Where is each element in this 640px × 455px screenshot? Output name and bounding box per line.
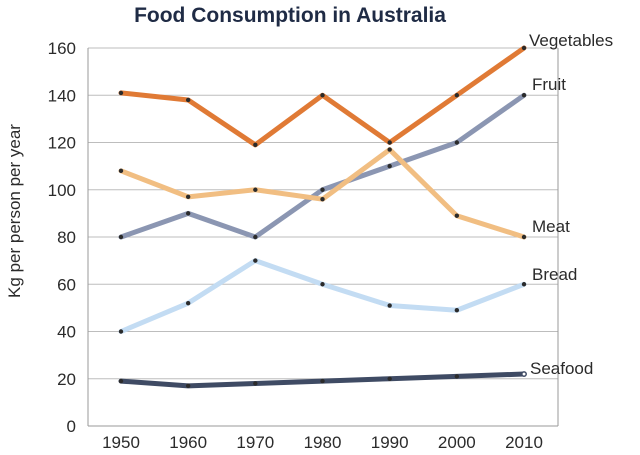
data-point-meat xyxy=(454,213,460,218)
data-point-meat xyxy=(253,187,258,192)
y-axis-label: Kg per person per year xyxy=(5,124,24,298)
data-point-seafood xyxy=(454,374,460,379)
data-point-bread xyxy=(521,282,527,287)
data-point-meat xyxy=(320,197,325,202)
data-point-fruit xyxy=(253,234,258,240)
series-labels: Vegetables Fruit Meat Bread Seafood xyxy=(529,31,613,378)
data-point-seafood xyxy=(387,376,392,381)
x-axis-ticks: 1950 1960 1970 1980 1990 2000 2010 xyxy=(102,433,543,452)
y-tick-label: 140 xyxy=(48,86,76,105)
data-point-meat xyxy=(185,194,191,200)
x-tick-label: 1990 xyxy=(371,433,409,452)
data-point-bread xyxy=(387,303,392,308)
data-point-fruit xyxy=(387,163,392,169)
y-tick-label: 100 xyxy=(48,181,76,200)
data-point-bread xyxy=(454,308,460,313)
data-point-fruit xyxy=(320,187,325,192)
y-tick-label: 0 xyxy=(67,417,76,436)
x-tick-label: 1980 xyxy=(304,433,342,452)
data-point-vegetables xyxy=(320,93,325,98)
data-point-fruit xyxy=(521,93,527,98)
y-tick-label: 80 xyxy=(57,228,76,247)
data-point-vegetables xyxy=(454,93,460,98)
x-tick-label: 2010 xyxy=(505,433,543,452)
y-tick-label: 20 xyxy=(57,370,76,389)
data-point-seafood xyxy=(320,378,325,384)
data-point-seafood xyxy=(253,381,258,386)
y-tick-label: 120 xyxy=(48,134,76,153)
y-axis-ticks: 0 20 40 60 80 100 120 140 160 xyxy=(48,39,76,436)
data-point-seafood xyxy=(185,383,191,389)
data-point-vegetables xyxy=(118,90,124,96)
series-label-fruit: Fruit xyxy=(532,75,566,94)
y-tick-label: 160 xyxy=(48,39,76,58)
x-tick-label: 1960 xyxy=(169,433,207,452)
data-point-meat xyxy=(521,234,527,240)
data-point-vegetables xyxy=(387,140,392,145)
data-point-meat xyxy=(387,147,392,152)
series-lines xyxy=(118,45,527,389)
data-point-fruit xyxy=(185,211,191,216)
data-point-bread xyxy=(320,282,325,287)
data-point-vegetables xyxy=(185,97,191,103)
data-point-vegetables xyxy=(521,45,527,51)
series-line-meat xyxy=(118,147,527,240)
series-label-meat: Meat xyxy=(532,217,570,236)
series-label-bread: Bread xyxy=(532,265,577,284)
data-point-bread xyxy=(253,258,258,263)
data-point-seafood xyxy=(521,371,527,377)
data-point-seafood xyxy=(118,378,124,384)
gridlines xyxy=(87,47,559,427)
x-tick-label: 1950 xyxy=(102,433,140,452)
series-label-vegetables: Vegetables xyxy=(529,31,613,50)
data-point-bread xyxy=(118,329,124,334)
data-point-meat xyxy=(118,168,124,174)
chart-title: Food Consumption in Australia xyxy=(134,4,446,27)
data-point-bread xyxy=(185,300,191,306)
series-line-bread xyxy=(118,258,527,334)
data-point-vegetables xyxy=(253,142,258,148)
x-tick-label: 1970 xyxy=(236,433,274,452)
x-tick-label: 2000 xyxy=(438,433,476,452)
data-point-fruit xyxy=(118,234,124,240)
data-point-fruit xyxy=(454,140,460,145)
series-label-seafood: Seafood xyxy=(530,359,593,378)
y-tick-label: 60 xyxy=(57,275,76,294)
y-tick-label: 40 xyxy=(57,323,76,342)
